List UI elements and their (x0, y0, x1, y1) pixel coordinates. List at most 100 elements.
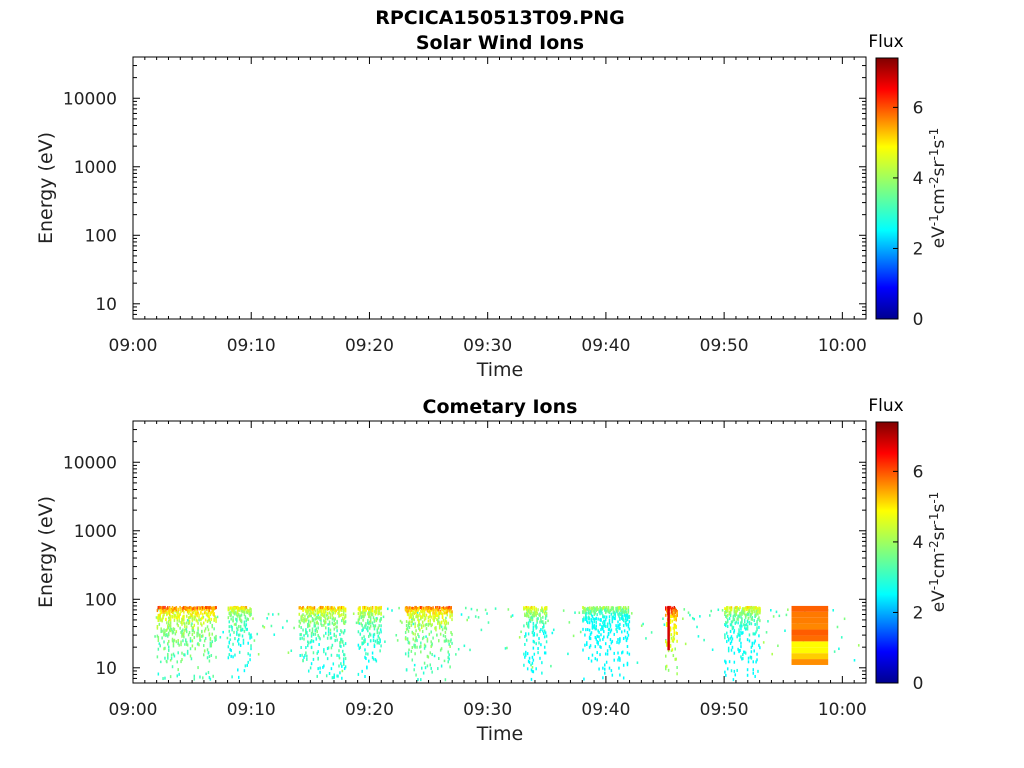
flux-cell (740, 611, 742, 615)
flux-cell (628, 627, 631, 631)
flux-cell (744, 627, 747, 631)
flux-cell (181, 620, 183, 624)
flux-cell (604, 652, 607, 656)
flux-cell (598, 610, 600, 614)
flux-cell (746, 627, 749, 631)
flux-cell (838, 647, 840, 651)
flux-cell (589, 637, 592, 641)
flux-cell (173, 618, 176, 622)
flux-cell (172, 641, 175, 645)
flux-cell (486, 612, 488, 615)
flux-cell (674, 623, 676, 627)
flux-cell (320, 619, 322, 623)
flux-cell (367, 642, 369, 646)
flux-cell (313, 606, 316, 610)
flux-cell (406, 627, 409, 631)
flux-cell (193, 674, 196, 678)
flux-cell (586, 607, 589, 611)
flux-cell (190, 606, 193, 610)
flux-cell (187, 608, 190, 612)
flux-cell (441, 608, 444, 612)
flux-cell (377, 606, 379, 610)
flux-cell (305, 628, 307, 632)
flux-cell (743, 623, 745, 627)
flux-cell (302, 605, 304, 609)
flux-cell (670, 610, 673, 614)
flux-cell (360, 611, 362, 615)
flux-cell (422, 613, 425, 617)
flux-cell (169, 614, 172, 618)
flux-cell (674, 616, 676, 620)
flux-cell (298, 624, 301, 628)
flux-cell (201, 607, 203, 611)
flux-cell (619, 622, 621, 626)
flux-cell (202, 608, 204, 612)
flux-cell (358, 606, 361, 610)
flux-cell (243, 629, 246, 633)
flux-cell (323, 623, 325, 627)
flux-cell (618, 666, 620, 670)
flux-cell (729, 606, 732, 610)
flux-cell (480, 628, 483, 632)
flux-cell (323, 650, 325, 654)
flux-cell (744, 651, 747, 655)
flux-cell (419, 606, 421, 610)
flux-cell (408, 641, 411, 645)
flux-cell (378, 631, 380, 635)
flux-cell (194, 606, 196, 610)
flux-cell (624, 621, 627, 625)
flux-cell (585, 617, 587, 621)
flux-cell (451, 610, 453, 614)
flux-cell (755, 609, 757, 613)
y-tick-label: 10000 (63, 89, 117, 109)
flux-cell (316, 651, 318, 655)
flux-cell (309, 605, 312, 609)
flux-cell (524, 607, 526, 611)
flux-cell (756, 622, 758, 626)
flux-cell (169, 624, 172, 628)
flux-cell (592, 606, 595, 610)
flux-cell (755, 660, 757, 664)
flux-cell (743, 607, 745, 611)
flux-cell (592, 625, 595, 629)
flux-cell (754, 674, 756, 678)
flux-cell (622, 624, 625, 628)
flux-cell (525, 638, 528, 642)
flux-cell (305, 609, 307, 613)
flux-cell (191, 629, 194, 633)
flux-cell (746, 673, 749, 677)
flux-cell (167, 639, 170, 643)
flux-cell (407, 654, 410, 658)
flux-cell (645, 637, 647, 640)
flux-cell (324, 620, 327, 624)
flux-cell (373, 645, 376, 649)
flux-cell (419, 645, 421, 649)
flux-cell (582, 627, 584, 631)
flux-cell (163, 628, 165, 632)
flux-cell (368, 626, 371, 630)
flux-cell (299, 654, 301, 658)
flux-cell (624, 610, 627, 614)
flux-cell (742, 653, 744, 657)
flux-cell (726, 618, 729, 622)
flux-cell (439, 623, 442, 627)
flux-cell (669, 605, 672, 609)
flux-cell (426, 639, 429, 643)
flux-cell (314, 624, 317, 628)
flux-cell (212, 674, 214, 678)
flux-cell (323, 634, 325, 638)
flux-cell (610, 641, 613, 645)
flux-cell (443, 659, 446, 663)
flux-cell (738, 639, 741, 642)
flux-cell (673, 608, 676, 612)
flux-cell (204, 605, 207, 609)
flux-cell (604, 624, 607, 628)
flux-cell (323, 619, 325, 623)
flux-cell (447, 639, 449, 643)
flux-cell (341, 669, 344, 673)
flux-cell (249, 607, 251, 611)
flux-cell (750, 612, 753, 616)
flux-cell (166, 612, 168, 616)
flux-cell (749, 606, 752, 610)
flux-cell (476, 608, 478, 612)
